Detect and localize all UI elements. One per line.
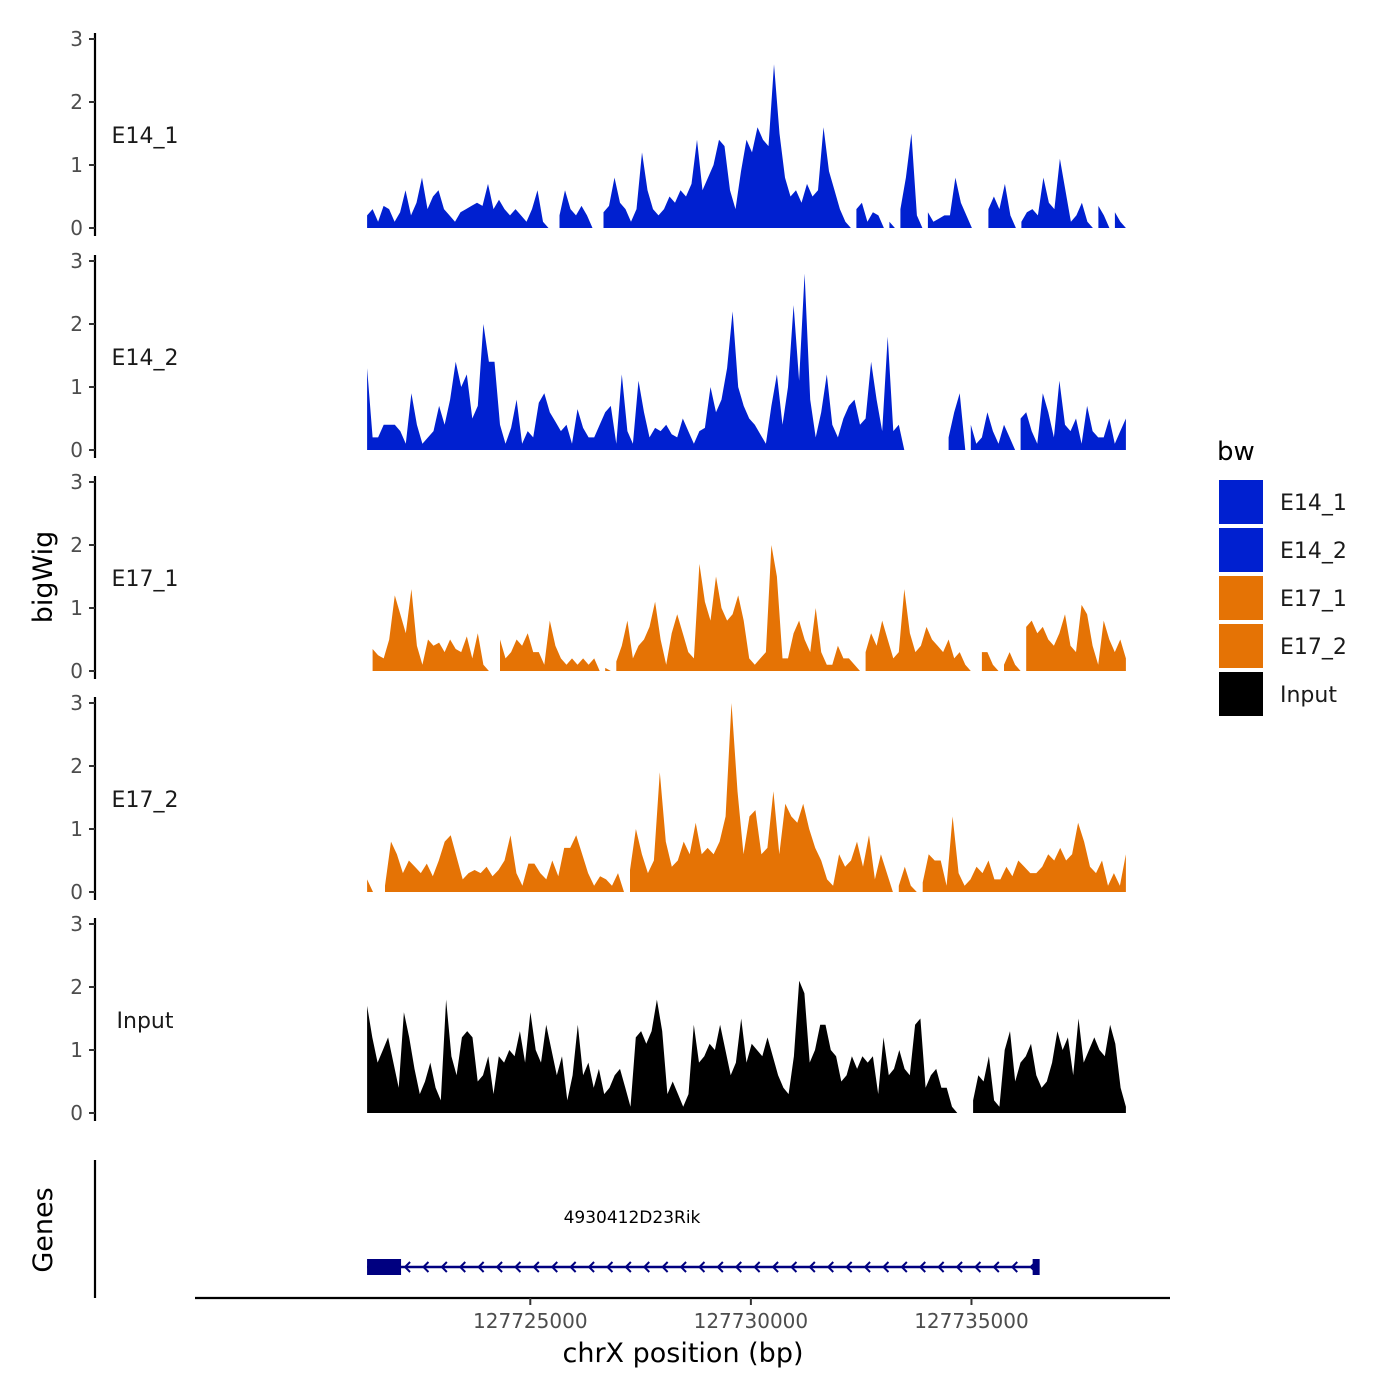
- legend-swatch: [1219, 672, 1263, 716]
- x-tick-label: 127730000: [694, 1309, 809, 1333]
- strand-arrow: [661, 1261, 669, 1273]
- y-tick-label: 0: [70, 880, 83, 904]
- coverage-area-e17-2: [367, 703, 1126, 892]
- strand-arrow: [532, 1261, 540, 1273]
- track-label: E17_2: [112, 788, 179, 813]
- gene-exon-block: [367, 1259, 402, 1275]
- legend-label: E17_1: [1280, 587, 1347, 612]
- strand-arrow: [698, 1261, 706, 1273]
- strand-arrow: [771, 1261, 779, 1273]
- y-tick-label: 2: [70, 754, 83, 778]
- coverage-area-e14-2: [367, 273, 1126, 450]
- strand-arrow: [403, 1261, 411, 1273]
- y-tick-label: 1: [70, 375, 83, 399]
- y-tick-label: 0: [70, 438, 83, 462]
- x-tick-label: 127725000: [473, 1309, 588, 1333]
- coverage-area-e17-1: [372, 545, 1126, 671]
- tracks-layer: 0 1 2 3 E14_1 0 1 2 3 E14_2 0 1 2 3 E17_1 0 1 2 3 E17_2 0 1 2 3…: [70, 27, 1126, 1125]
- y-axis-title: bigWig: [28, 531, 59, 624]
- strand-arrow: [845, 1261, 853, 1273]
- strand-arrow: [514, 1261, 522, 1273]
- y-tick-label: 1: [70, 817, 83, 841]
- y-tick-label: 3: [70, 691, 83, 715]
- legend-swatch: [1219, 576, 1263, 620]
- legend-label: Input: [1280, 683, 1337, 708]
- strand-arrow: [569, 1261, 577, 1273]
- track-label: E14_2: [112, 346, 179, 371]
- strand-arrow: [477, 1261, 485, 1273]
- strand-arrow: [495, 1261, 503, 1273]
- y-tick-label: 2: [70, 90, 83, 114]
- gene-name-label: 4930412D23Rik: [564, 1208, 701, 1228]
- y-tick-label: 2: [70, 533, 83, 557]
- genes-layer: 4930412D23Rik: [93, 1160, 1040, 1298]
- strand-arrow: [937, 1261, 945, 1273]
- strand-arrow: [882, 1261, 890, 1273]
- legend-label: E14_1: [1280, 491, 1347, 516]
- track-e14-1: 0 1 2 3 E14_1: [70, 27, 1126, 240]
- legend-label: E17_2: [1280, 635, 1347, 660]
- strand-arrow: [458, 1261, 466, 1273]
- strand-arrow: [624, 1261, 632, 1273]
- strand-arrow: [808, 1261, 816, 1273]
- strand-arrow: [863, 1261, 871, 1273]
- track-e14-2: 0 1 2 3 E14_2: [70, 249, 1126, 462]
- strand-arrow: [422, 1261, 430, 1273]
- strand-arrow: [734, 1261, 742, 1273]
- track-input: 0 1 2 3 Input: [70, 912, 1126, 1125]
- strand-arrow: [900, 1261, 908, 1273]
- y-tick-label: 0: [70, 216, 83, 240]
- strand-arrow: [606, 1261, 614, 1273]
- coverage-area-e14-1: [367, 64, 1126, 228]
- strand-arrow: [974, 1261, 982, 1273]
- strand-arrow: [642, 1261, 650, 1273]
- y-tick-label: 1: [70, 153, 83, 177]
- track-e17-2: 0 1 2 3 E17_2: [70, 691, 1126, 904]
- gene-exon-block: [1032, 1259, 1040, 1275]
- y-tick-label: 3: [70, 27, 83, 51]
- track-label: Input: [117, 1009, 174, 1034]
- strand-arrow: [790, 1261, 798, 1273]
- y-tick-label: 3: [70, 470, 83, 494]
- strand-arrow: [679, 1261, 687, 1273]
- strand-arrow: [587, 1261, 595, 1273]
- y-tick-label: 3: [70, 249, 83, 273]
- strand-arrow: [1010, 1261, 1018, 1273]
- y-tick-label: 2: [70, 975, 83, 999]
- legend: bw E14_1 E14_2 E17_1 E17_2 Input: [1217, 437, 1347, 716]
- track-e17-1: 0 1 2 3 E17_1: [70, 470, 1126, 683]
- x-axis: 127725000 127730000 127735000: [195, 1296, 1170, 1333]
- strand-arrow: [918, 1261, 926, 1273]
- y-tick-label: 0: [70, 1101, 83, 1125]
- legend-title: bw: [1217, 437, 1255, 467]
- y-tick-label: 0: [70, 659, 83, 683]
- y-tick-label: 2: [70, 312, 83, 336]
- y-tick-label: 1: [70, 1038, 83, 1062]
- x-tick-label: 127735000: [914, 1309, 1029, 1333]
- y-tick-label: 3: [70, 912, 83, 936]
- strand-arrow: [955, 1261, 963, 1273]
- track-label: E17_1: [112, 567, 179, 592]
- legend-swatch: [1219, 624, 1263, 668]
- strand-arrow: [753, 1261, 761, 1273]
- legend-swatch: [1219, 480, 1263, 524]
- genes-axis-title: Genes: [28, 1187, 59, 1272]
- legend-swatch: [1219, 528, 1263, 572]
- legend-label: E14_2: [1280, 539, 1347, 564]
- coverage-area-input: [367, 980, 1126, 1113]
- strand-arrow: [826, 1261, 834, 1273]
- strand-arrow: [440, 1261, 448, 1273]
- track-label: E14_1: [112, 124, 179, 149]
- y-tick-label: 1: [70, 596, 83, 620]
- strand-arrow: [550, 1261, 558, 1273]
- strand-arrow: [716, 1261, 724, 1273]
- x-axis-title: chrX position (bp): [562, 1338, 803, 1369]
- strand-arrow: [992, 1261, 1000, 1273]
